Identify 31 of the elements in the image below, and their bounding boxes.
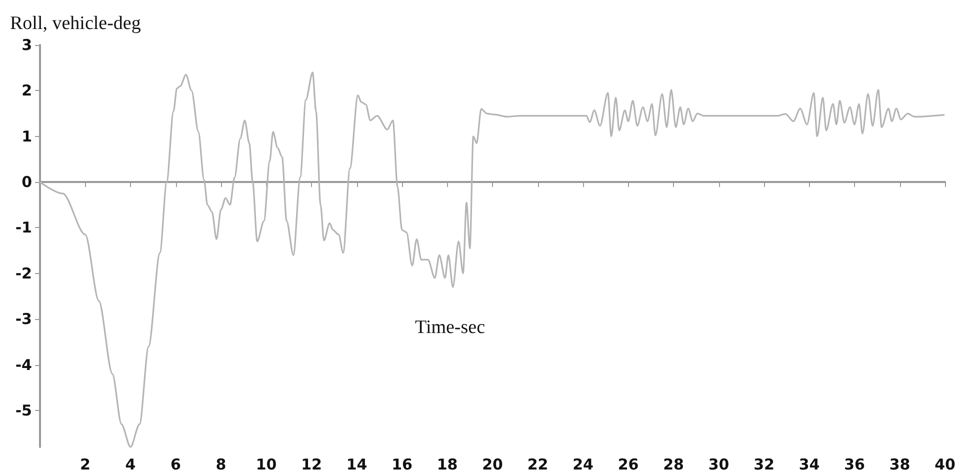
x-tick-label: 36: [844, 456, 865, 472]
y-tick-label: 0: [22, 173, 32, 192]
y-tick-label: -2: [15, 264, 32, 282]
x-tick-label: 16: [392, 456, 412, 472]
x-tick-label: 38: [889, 456, 910, 472]
y-tick-label: -1: [15, 218, 32, 237]
y-tick-label: 1: [22, 127, 32, 146]
x-tick-label: 22: [527, 456, 548, 472]
x-tick-label: 28: [663, 456, 684, 472]
x-tick-label: 18: [436, 456, 458, 472]
x-tick-label: 24: [572, 456, 594, 472]
y-tick-label: -4: [15, 356, 32, 374]
x-tick-label: 30: [708, 456, 730, 472]
x-tick-label: 12: [301, 456, 322, 472]
x-tick-label: 32: [754, 456, 774, 472]
x-tick-label: 34: [798, 456, 820, 472]
x-tick-label: 10: [256, 456, 277, 472]
x-tick-label: 20: [482, 456, 503, 472]
y-tick-label: -5: [15, 401, 32, 420]
y-tick-label: 3: [22, 36, 32, 54]
x-tick-label: 6: [170, 456, 181, 472]
x-tick-label: 40: [934, 456, 956, 472]
y-tick-label: 2: [22, 82, 32, 100]
x-tick-label: 8: [216, 456, 226, 472]
annotation: Time-sec: [415, 317, 486, 338]
x-tick-label: 2: [80, 456, 90, 472]
x-tick-label: 26: [618, 456, 639, 472]
y-axis-title: Roll, vehicle-deg: [10, 13, 142, 34]
y-tick-label: -3: [15, 310, 32, 328]
x-tick-label: 4: [125, 456, 136, 472]
x-tick-label: 14: [346, 456, 368, 472]
